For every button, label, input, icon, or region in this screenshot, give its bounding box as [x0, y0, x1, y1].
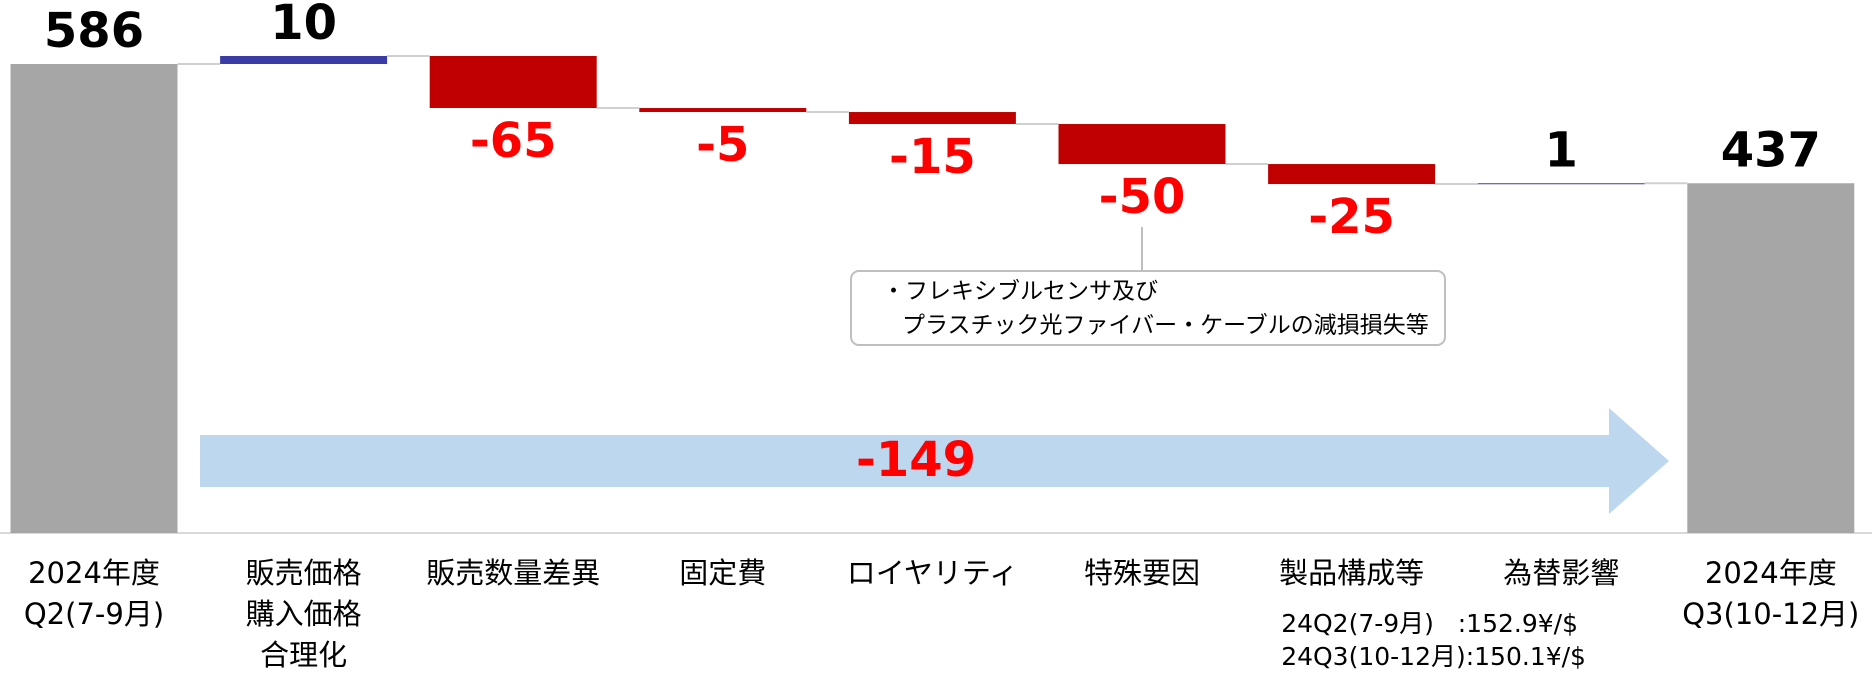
x-tick-label: Q2(7-9月) [24, 597, 164, 631]
bar [1058, 124, 1226, 165]
x-tick-label: ロイヤリティ [847, 556, 1018, 590]
total-change-label: -149 [856, 432, 976, 488]
value-label: 437 [1721, 122, 1821, 178]
value-label: -5 [696, 117, 749, 173]
value-label: -50 [1099, 169, 1186, 225]
note-text: 24Q3(10-12月):150.1¥/$ [1281, 642, 1586, 671]
bar [1687, 183, 1855, 533]
callout-text: プラスチック光ファイバー・ケーブルの減損損失等 [902, 313, 1429, 339]
x-tick-label: 販売数量差異 [426, 556, 600, 590]
bar [220, 56, 388, 65]
note-text: 24Q2(7-9月) :152.9¥/$ [1281, 609, 1578, 638]
x-tick-label: 固定費 [679, 556, 766, 590]
total-change-arrow [200, 408, 1669, 514]
value-label: 1 [1544, 122, 1577, 178]
bar [848, 112, 1016, 125]
x-tick-label: 購入価格 [246, 597, 362, 631]
bar [429, 56, 597, 109]
value-label: -25 [1308, 189, 1395, 245]
bar [10, 64, 178, 533]
x-tick-label: 販売価格 [246, 556, 362, 590]
value-label: -15 [889, 129, 976, 185]
x-tick-label: 合理化 [260, 638, 347, 672]
x-tick-label: 製品構成等 [1279, 556, 1424, 590]
x-tick-label: 2024年度 [1705, 556, 1837, 590]
bar [639, 108, 807, 113]
x-tick-label: 特殊要因 [1084, 556, 1200, 590]
bar [1477, 183, 1645, 185]
x-tick-label: 為替影響 [1503, 556, 1619, 590]
callout-box [850, 270, 1446, 346]
value-label: -65 [470, 113, 557, 169]
callout-text: ・フレキシブルセンサ及び [882, 279, 1158, 305]
value-label: 10 [270, 0, 337, 51]
value-label: 586 [44, 3, 144, 59]
bar [1268, 164, 1436, 185]
x-tick-label: Q3(10-12月) [1682, 597, 1859, 631]
x-tick-label: 2024年度 [28, 556, 160, 590]
